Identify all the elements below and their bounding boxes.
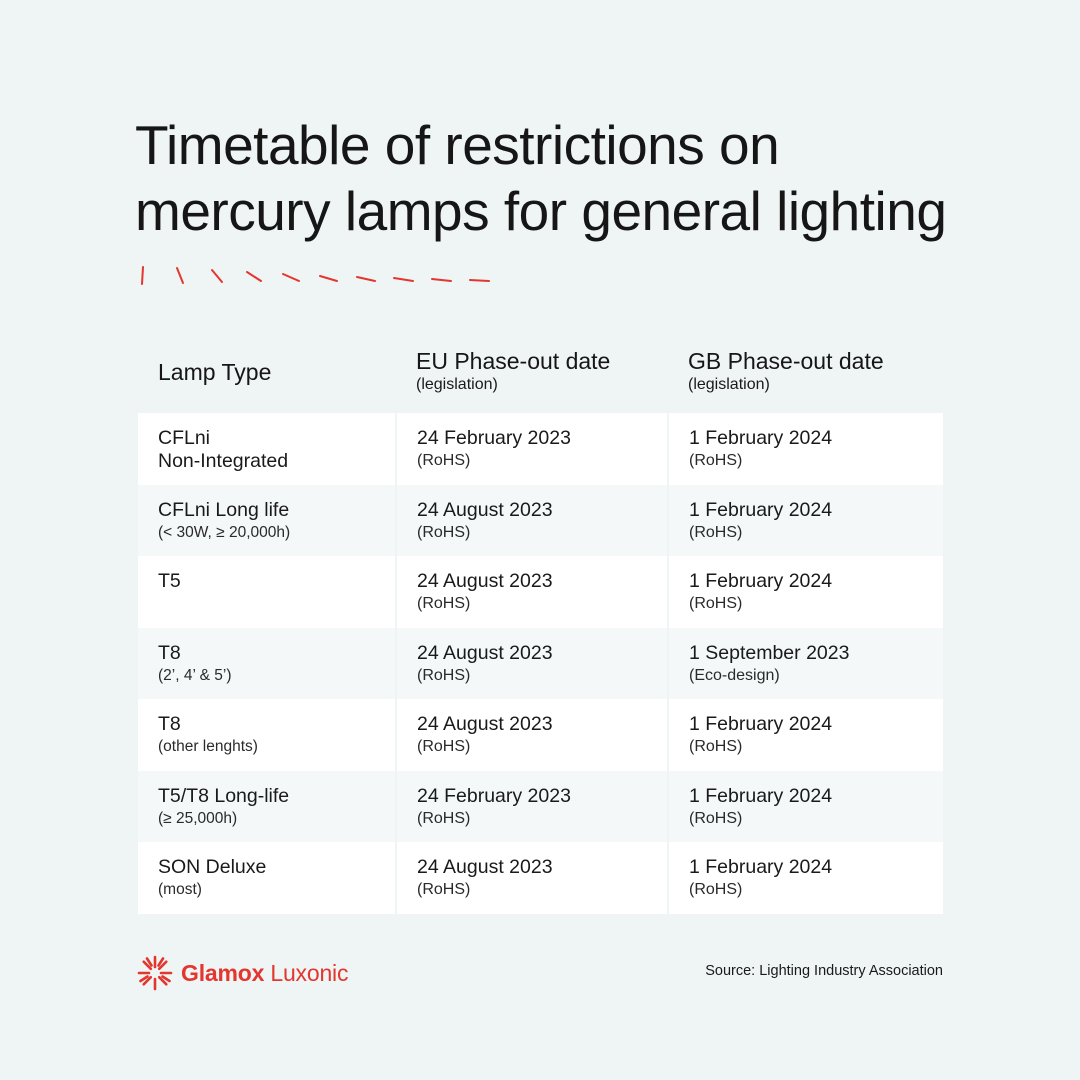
title-line-2: mercury lamps for general lighting xyxy=(135,180,947,242)
decorative-dash-ornament-icon xyxy=(141,266,490,285)
eu-date-cell: 24 February 2023 (RoHS) xyxy=(395,770,668,842)
lamp-type-cell: T5 xyxy=(138,556,396,628)
lamp-type-cell: T8 (other lenghts) xyxy=(138,699,396,771)
gb-date-cell: 1 February 2024 (RoHS) xyxy=(667,699,943,771)
gb-date-cell: 1 February 2024 (RoHS) xyxy=(667,842,943,914)
table-row: CFLni Long life (< 30W, ≥ 20,000h) 24 Aug… xyxy=(138,484,943,556)
table-row: T5 24 August 2023 (RoHS) 1 February 2024(… xyxy=(138,556,943,628)
gb-date-cell: 1 September 2023 (Eco-design) xyxy=(667,627,943,699)
gb-date-cell: 1 February 2024 (RoHS) xyxy=(667,556,943,628)
gb-date-cell: 1 February 2024 (RoHS) xyxy=(667,413,943,485)
source-note: Source: Lighting Industry Association xyxy=(705,963,943,979)
gb-date-cell: 1 February 2024 (RoHS) xyxy=(667,770,943,842)
eu-date-cell: 24 February 2023 (RoHS) xyxy=(395,413,668,485)
restrictions-table: Lamp Type EU Phase-out date (legislation… xyxy=(138,341,943,914)
header-eu-date: EU Phase-out date (legislation) xyxy=(416,348,611,393)
eu-date-cell: 24 August 2023 (RoHS) xyxy=(395,627,668,699)
sunburst-logo-icon xyxy=(137,955,173,991)
table-row: CFLni Non-Integrated 24 February 2023 (RoH… xyxy=(138,413,943,485)
lamp-type-cell: SON Deluxe (most) xyxy=(138,842,396,914)
lamp-type-cell: T5/T8 Long-life (≥ 25,000h) xyxy=(138,770,396,842)
eu-date-cell: 24 August 2023 (RoHS) xyxy=(395,842,668,914)
eu-date-cell: 24 August 2023 (RoHS) xyxy=(395,484,668,556)
table-row: T8 (2’, 4’ & 5’) 24 August 2023 (RoHS) 1 S… xyxy=(138,627,943,699)
table-row: T5/T8 Long-life (≥ 25,000h) 24 February 2… xyxy=(138,770,943,842)
eu-date-cell: 24 August 2023 (RoHS) xyxy=(395,699,668,771)
lamp-type-cell: CFLni Non-Integrated xyxy=(138,413,396,485)
table-row: T8 (other lenghts) 24 August 2023 (RoHS) 1… xyxy=(138,699,943,771)
page-title: Timetable of restrictions on mercury lam… xyxy=(135,112,995,244)
table-row: SON Deluxe (most) 24 August 2023 (RoHS) 1 … xyxy=(138,842,943,914)
brand-name: Glamox Luxonic xyxy=(181,959,349,986)
header-lamp-type: Lamp Type xyxy=(158,359,272,385)
brand-logo: Glamox Luxonic xyxy=(137,955,348,991)
title-line-1: Timetable of restrictions on xyxy=(135,114,780,176)
table-header-row: Lamp Type EU Phase-out date (legislation… xyxy=(138,341,943,413)
gb-date-cell: 1 February 2024 (RoHS) xyxy=(667,484,943,556)
header-gb-date: GB Phase-out date (legislation) xyxy=(688,348,884,393)
lamp-type-cell: T8 (2’, 4’ & 5’) xyxy=(138,627,396,699)
eu-date-cell: 24 August 2023 (RoHS) xyxy=(395,556,668,628)
lamp-type-cell: CFLni Long life (< 30W, ≥ 20,000h) xyxy=(138,484,396,556)
